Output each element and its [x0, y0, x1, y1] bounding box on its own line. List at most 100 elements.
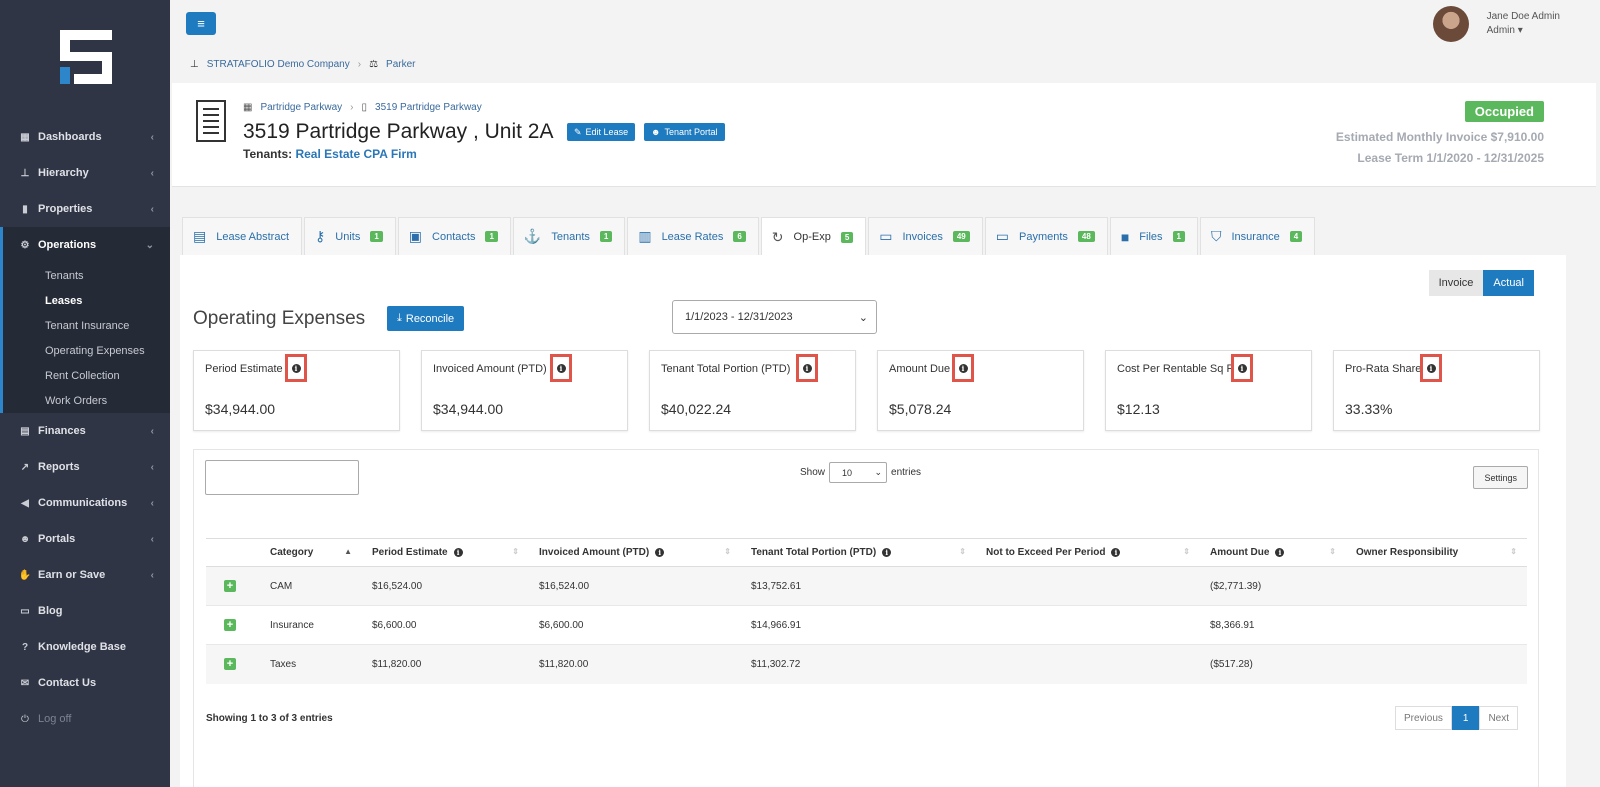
toggle-invoice[interactable]: Invoice [1428, 270, 1484, 296]
expand-cell: + [206, 566, 260, 606]
tab-lease-rates[interactable]: ▥ Lease Rates 6 [627, 217, 759, 255]
cell-invoiced-amount: $16,524.00 [529, 566, 741, 606]
stratafolio-logo[interactable] [60, 30, 112, 84]
tab-op-exp[interactable]: ↻ Op-Exp 5 [760, 217, 867, 256]
menu-toggle-button[interactable]: ≡ [186, 12, 216, 35]
previous-button[interactable]: Previous [1394, 706, 1452, 730]
reconcile-button[interactable]: ⤓ Reconcile [387, 306, 465, 331]
sidebar-item-properties[interactable]: ▮ Properties ‹ [0, 191, 170, 227]
col-invoiced-amount[interactable]: Invoiced Amount (PTD) i ⇕ [529, 538, 741, 567]
expand-plus-icon[interactable]: + [224, 619, 236, 631]
info-icon[interactable]: i [882, 547, 892, 557]
info-icon[interactable]: i [1231, 354, 1253, 382]
info-glyph: i [291, 363, 301, 373]
avatar[interactable] [1432, 6, 1469, 42]
page-1-button[interactable]: 1 [1451, 706, 1480, 730]
table-row: + CAM $16,524.00 $16,524.00 $13,752.61 (… [206, 566, 1527, 606]
info-icon[interactable]: i [1275, 547, 1285, 557]
crumb-building[interactable]: 3519 Partridge Parkway [375, 102, 482, 113]
sidebar-item-portals[interactable]: ☻ Portals ‹ [0, 521, 170, 557]
tab-label: Lease Rates [661, 230, 724, 243]
user-role-dropdown[interactable]: Admin ▾ [1486, 25, 1523, 36]
tab-payments[interactable]: ▭ Payments 48 [984, 217, 1108, 255]
count-badge: 1 [370, 231, 383, 242]
sidebar-item-label: Contact Us [38, 677, 97, 689]
info-icon[interactable]: i [1420, 354, 1442, 382]
sidebar-item-earn-or-save[interactable]: ✋ Earn or Save ‹ [0, 557, 170, 593]
cell-amount-due: ($2,771.39) [1200, 566, 1346, 606]
card-value: $40,022.24 [661, 401, 732, 417]
sidebar-item-dashboards[interactable]: ▦ Dashboards ‹ [0, 119, 170, 155]
sidebar-item-logoff[interactable]: ⏻ Log off [0, 701, 170, 737]
sidebar-item-label: Portals [38, 533, 76, 545]
expenses-table-panel: Show 10 ⌄ entries Settings Category ▲ Per… [193, 449, 1539, 787]
toggle-actual[interactable]: Actual [1483, 270, 1534, 296]
subnav-item-tenants[interactable]: Tenants [45, 269, 84, 282]
info-icon[interactable]: i [453, 547, 463, 557]
sidebar-item-knowledge-base[interactable]: ? Knowledge Base [0, 629, 170, 665]
period-select[interactable]: 1/1/2023 - 12/31/2023 ⌄ [672, 300, 877, 334]
expand-plus-icon[interactable]: + [224, 580, 236, 592]
chevron-left-icon: ‹ [150, 167, 154, 179]
tab-invoices[interactable]: ▭ Invoices 49 [868, 217, 983, 255]
col-owner-responsibility[interactable]: Owner Responsibility ⇕ [1346, 538, 1527, 567]
page-size-select[interactable]: 10 ⌄ [829, 462, 888, 483]
tab-label: Invoices [902, 230, 943, 243]
crumb-property[interactable]: Partridge Parkway [260, 102, 343, 113]
tenant-link[interactable]: Real Estate CPA Firm [295, 147, 417, 161]
sidebar-item-label: Hierarchy [38, 167, 89, 179]
tab-label: Insurance [1231, 230, 1280, 243]
breadcrumb-company[interactable]: STRATAFOLIO Demo Company [206, 59, 350, 70]
user-menu[interactable]: Jane Doe Admin Admin ▾ [1432, 6, 1560, 42]
reconcile-label: Reconcile [405, 312, 455, 325]
sidebar-item-communications[interactable]: ◀ Communications ‹ [0, 485, 170, 521]
info-icon[interactable]: i [285, 354, 307, 382]
tenant-portal-button[interactable]: ☻ Tenant Portal [644, 123, 725, 141]
count-badge: 48 [1077, 231, 1095, 242]
sidebar-item-blog[interactable]: ▭ Blog [0, 593, 170, 629]
edit-lease-button[interactable]: ✎ Edit Lease [567, 123, 636, 141]
tab-contacts[interactable]: ▣ Contacts 1 [397, 217, 511, 255]
col-label: Period Estimate [372, 547, 448, 558]
sidebar-item-contact-us[interactable]: ✉ Contact Us [0, 665, 170, 701]
search-input[interactable] [205, 460, 359, 495]
users-icon: ☻ [19, 533, 31, 545]
property-breadcrumb: ▦ Partridge Parkway › ▯ 3519 Partridge P… [243, 102, 482, 113]
sidebar-item-reports[interactable]: ↗ Reports ‹ [0, 449, 170, 485]
subnav-item-work-orders[interactable]: Work Orders [45, 394, 108, 407]
tab-tenants[interactable]: ⚓ Tenants 1 [512, 217, 626, 255]
sidebar-item-label: Log off [38, 713, 72, 725]
tab-lease-abstract[interactable]: ▤ Lease Abstract [182, 217, 303, 255]
col-category[interactable]: Category ▲ [260, 538, 362, 567]
tab-insurance[interactable]: ⛉ Insurance 4 [1199, 217, 1316, 255]
summary-cards: Period Estimate i $34,944.00 Invoiced Am… [193, 350, 1540, 431]
col-amount-due[interactable]: Amount Due i ⇕ [1200, 538, 1346, 567]
tab-units[interactable]: ⚷ Units 1 [304, 217, 396, 255]
sidebar-item-hierarchy[interactable]: ⊥ Hierarchy ‹ [0, 155, 170, 191]
info-icon[interactable]: i [655, 547, 665, 557]
settings-button[interactable]: Settings [1473, 466, 1528, 489]
cell-owner-responsibility [1346, 566, 1527, 606]
cogs-icon: ⚙ [20, 239, 30, 251]
next-button[interactable]: Next [1479, 706, 1518, 730]
col-not-to-exceed[interactable]: Not to Exceed Per Period i ⇕ [976, 538, 1200, 567]
sidebar-item-operations[interactable]: ⚙ Operations ⌄ [0, 227, 170, 263]
info-icon[interactable]: i [796, 354, 818, 382]
info-icon[interactable]: i [550, 354, 572, 382]
cell-period-estimate: $16,524.00 [362, 566, 529, 606]
card-period-estimate: Period Estimate i $34,944.00 [193, 350, 400, 431]
expand-plus-icon[interactable]: + [224, 658, 236, 671]
subnav-item-rent-collection[interactable]: Rent Collection [45, 369, 120, 382]
col-period-estimate[interactable]: Period Estimate i ⇕ [362, 538, 529, 567]
tab-label: Op-Exp [793, 231, 831, 243]
subnav-item-leases[interactable]: Leases [45, 294, 83, 307]
col-tenant-total-portion[interactable]: Tenant Total Portion (PTD) i ⇕ [741, 538, 976, 567]
tab-files[interactable]: ■ Files 1 [1109, 217, 1198, 255]
info-icon[interactable]: i [1111, 547, 1121, 557]
subnav-item-tenant-insurance[interactable]: Tenant Insurance [45, 319, 130, 332]
breadcrumb-entity[interactable]: Parker [386, 59, 416, 70]
count-badge: 1 [1172, 231, 1185, 242]
info-icon[interactable]: i [952, 354, 974, 382]
subnav-item-operating-expenses[interactable]: Operating Expenses [45, 344, 145, 357]
sidebar-item-finances[interactable]: ▤ Finances ‹ [0, 413, 170, 449]
